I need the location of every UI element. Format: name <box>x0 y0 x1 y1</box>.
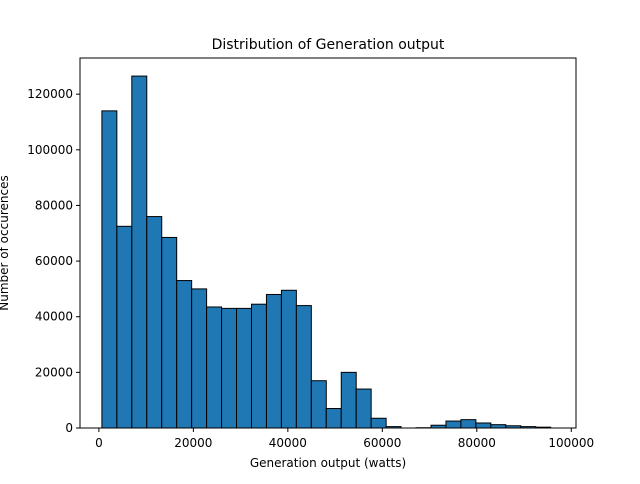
histogram-bar-14 <box>311 381 326 428</box>
histogram-bar-24 <box>461 420 476 428</box>
histogram-bar-2 <box>132 76 147 428</box>
y-tick-label: 40000 <box>35 310 73 324</box>
histogram-bar-11 <box>266 294 281 428</box>
y-axis-ticks: 0 20000 40000 60000 80000 100000 120000 <box>27 87 80 435</box>
x-tick-label: 40000 <box>269 436 307 450</box>
histogram-bar-10 <box>251 304 266 428</box>
y-tick-label: 0 <box>65 421 73 435</box>
x-axis-ticks: 0 20000 40000 60000 80000 100000 <box>95 428 594 450</box>
histogram-bar-9 <box>237 308 252 428</box>
histogram-bar-23 <box>446 421 461 428</box>
histogram-bar-7 <box>207 307 222 428</box>
x-tick-label: 0 <box>95 436 103 450</box>
histogram-bar-1 <box>117 226 132 428</box>
histogram-bar-15 <box>326 409 341 428</box>
histogram-bar-3 <box>147 217 162 428</box>
x-tick-label: 80000 <box>458 436 496 450</box>
histogram-bar-0 <box>102 111 117 428</box>
x-tick-label: 100000 <box>548 436 594 450</box>
y-axis-label: Number of occurences <box>0 175 11 310</box>
histogram-bar-18 <box>371 418 386 428</box>
histogram-bar-12 <box>281 290 296 428</box>
x-tick-label: 20000 <box>174 436 212 450</box>
histogram-bar-13 <box>296 306 311 428</box>
histogram-bar-8 <box>222 308 237 428</box>
histogram-bar-4 <box>162 237 177 428</box>
x-axis-label: Generation output (watts) <box>250 456 406 470</box>
y-tick-label: 100000 <box>27 143 73 157</box>
bars-layer <box>102 76 551 428</box>
y-tick-label: 20000 <box>35 365 73 379</box>
histogram-bar-17 <box>356 389 371 428</box>
histogram-bar-26 <box>491 425 506 428</box>
y-tick-label: 80000 <box>35 198 73 212</box>
x-tick-label: 60000 <box>363 436 401 450</box>
y-tick-label: 60000 <box>35 254 73 268</box>
histogram-bar-6 <box>192 289 207 428</box>
y-tick-label: 120000 <box>27 87 73 101</box>
histogram-bar-25 <box>476 423 491 428</box>
histogram-bar-5 <box>177 281 192 428</box>
chart-title: Distribution of Generation output <box>212 37 445 53</box>
histogram-bar-16 <box>341 372 356 428</box>
